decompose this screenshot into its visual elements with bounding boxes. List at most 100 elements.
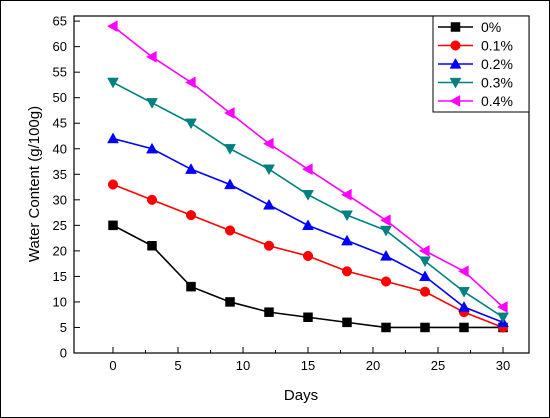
- x-tick-label: 15: [301, 358, 315, 373]
- data-point: [263, 164, 275, 176]
- data-point: [186, 281, 196, 292]
- data-point: [185, 210, 197, 221]
- data-point: [223, 107, 235, 119]
- y-tick-label: 15: [53, 269, 67, 284]
- data-point: [146, 194, 158, 205]
- x-tick-label: 20: [366, 358, 380, 373]
- y-tick-label: 65: [53, 14, 67, 29]
- data-point: [224, 225, 236, 236]
- data-point: [108, 220, 118, 231]
- data-point: [380, 276, 392, 287]
- legend-label: 0%: [481, 19, 501, 35]
- y-tick-label: 30: [53, 192, 67, 207]
- data-point: [341, 266, 353, 277]
- y-axis-title: Water Content (g/100g): [26, 106, 43, 262]
- data-point: [379, 214, 391, 227]
- data-point: [107, 132, 119, 144]
- y-tick-label: 5: [60, 320, 67, 335]
- axis-ticks: 0 5 10 15 20 25 30 0 5 10 15 20 25 30 35 40 45 50 55 60 65: [53, 14, 511, 373]
- data-point: [303, 312, 313, 323]
- x-tick-label: 10: [236, 358, 250, 373]
- data-point: [302, 190, 314, 201]
- x-tick-label: 30: [496, 358, 510, 373]
- legend-marker: [449, 95, 461, 107]
- data-point: [381, 322, 391, 333]
- y-tick-label: 55: [53, 65, 67, 80]
- series-0: [108, 220, 508, 333]
- x-axis-title: Days: [284, 387, 318, 404]
- x-tick-label: 0: [109, 358, 116, 373]
- legend-entry: 0.1%: [438, 38, 513, 54]
- y-tick-label: 35: [53, 167, 67, 182]
- data-point: [146, 98, 158, 109]
- legend-marker: [450, 22, 461, 32]
- legend-label: 0.4%: [481, 93, 513, 109]
- data-point: [458, 301, 470, 312]
- legend-marker: [449, 77, 462, 89]
- data-point: [380, 225, 392, 237]
- data-point: [459, 322, 469, 333]
- y-tick-label: 25: [53, 218, 67, 233]
- data-point: [419, 270, 431, 282]
- y-tick-label: 45: [53, 116, 67, 131]
- x-tick-label: 25: [431, 358, 445, 373]
- data-point: [497, 312, 509, 324]
- data-point: [380, 249, 392, 261]
- plot-area: [73, 15, 530, 354]
- y-tick-label: 0: [60, 346, 67, 361]
- data-point: [263, 198, 275, 210]
- data-point: [145, 50, 157, 63]
- legend-entry: 0.3%: [438, 75, 513, 91]
- data-point: [342, 317, 352, 328]
- data-point: [264, 307, 274, 317]
- legend-marker: [450, 40, 461, 51]
- data-point: [107, 179, 119, 190]
- y-tick-label: 60: [53, 39, 67, 54]
- legend-label: 0.3%: [481, 75, 513, 91]
- data-point: [457, 265, 469, 278]
- series-4: [106, 20, 508, 313]
- legend-marker: [449, 57, 462, 69]
- data-point: [147, 241, 157, 251]
- data-point: [419, 286, 431, 297]
- y-tick-label: 20: [53, 243, 67, 258]
- data-point: [420, 322, 430, 333]
- data-point: [301, 163, 313, 176]
- data-point: [340, 188, 352, 201]
- data-point: [458, 287, 470, 298]
- data-point: [106, 20, 118, 33]
- series-layer: [106, 20, 509, 333]
- legend-entry: 0%: [438, 19, 501, 35]
- x-tick-label: 5: [174, 358, 181, 373]
- data-point: [107, 77, 119, 89]
- series-3: [107, 77, 509, 324]
- y-tick-label: 10: [53, 294, 67, 309]
- data-point: [224, 178, 236, 190]
- data-point: [146, 142, 158, 154]
- legend-label: 0.2%: [481, 56, 513, 72]
- data-point: [224, 144, 236, 155]
- data-point: [185, 163, 197, 174]
- legend-entry: 0.4%: [438, 93, 513, 109]
- data-point: [302, 250, 314, 262]
- data-point: [418, 244, 430, 257]
- data-point: [341, 210, 353, 222]
- data-point: [185, 118, 197, 130]
- legend-label: 0.1%: [481, 38, 513, 54]
- data-point: [302, 219, 314, 230]
- y-tick-label: 50: [53, 90, 67, 105]
- legend: 0% 0.1% 0.2% 0.3% 0.4%: [432, 15, 530, 113]
- data-point: [184, 76, 196, 89]
- series-2: [107, 132, 509, 328]
- data-point: [263, 240, 275, 251]
- data-point: [496, 301, 508, 313]
- data-point: [262, 137, 274, 150]
- series-1: [107, 179, 509, 333]
- data-point: [419, 256, 431, 268]
- data-point: [341, 234, 353, 246]
- legend-entry: 0.2%: [438, 56, 513, 72]
- y-tick-label: 40: [53, 141, 67, 156]
- data-point: [225, 297, 235, 307]
